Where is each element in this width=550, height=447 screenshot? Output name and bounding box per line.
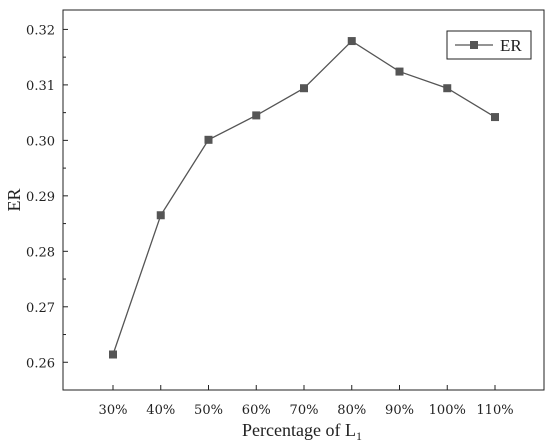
y-tick-label: 0.30 — [26, 134, 55, 149]
plot-frame — [62, 9, 545, 391]
x-tick-label: 30% — [99, 403, 128, 418]
legend-label: ER — [500, 36, 522, 55]
data-point-marker — [300, 84, 308, 93]
x-axis-title: Percentage of L1 — [242, 420, 362, 443]
x-tick-label: 70% — [290, 403, 319, 418]
legend: ER — [446, 30, 532, 60]
y-tick-label: 0.27 — [26, 301, 55, 316]
data-point-marker — [204, 135, 213, 144]
legend-marker — [470, 41, 478, 49]
x-tick-label: 90% — [385, 403, 414, 418]
legend-box — [446, 30, 532, 60]
data-point-marker — [443, 84, 452, 93]
series-markers — [109, 37, 499, 359]
x-tick-label: 100% — [429, 403, 466, 418]
data-point-marker — [156, 211, 165, 220]
x-tick-label: 60% — [242, 403, 271, 418]
y-tick-label: 0.31 — [26, 79, 55, 94]
y-tick-label: 0.32 — [26, 23, 55, 38]
x-tick-label: 50% — [194, 403, 223, 418]
data-point-marker — [491, 113, 499, 122]
data-point-marker — [395, 67, 404, 76]
data-point-marker — [109, 350, 117, 359]
x-tick-label: 40% — [146, 403, 175, 418]
data-point-marker — [347, 37, 356, 46]
y-tick-label: 0.26 — [26, 356, 55, 371]
data-point-marker — [252, 111, 261, 120]
y-tick-label: 0.29 — [26, 190, 55, 205]
x-tick-label: 80% — [337, 403, 366, 418]
y-axis-title: ER — [4, 188, 24, 211]
x-axis-title-main: Percentage of L — [242, 420, 356, 440]
x-axis: 30% 40% 50% 60% 70% 80% 90% 100% 110% — [99, 385, 514, 418]
y-axis: 0.26 0.27 0.28 0.29 0.30 0.31 0.32 — [26, 23, 68, 371]
x-axis-title-subscript: 1 — [356, 429, 362, 443]
y-tick-label: 0.28 — [26, 245, 55, 260]
x-tick-label: 110% — [476, 403, 513, 418]
